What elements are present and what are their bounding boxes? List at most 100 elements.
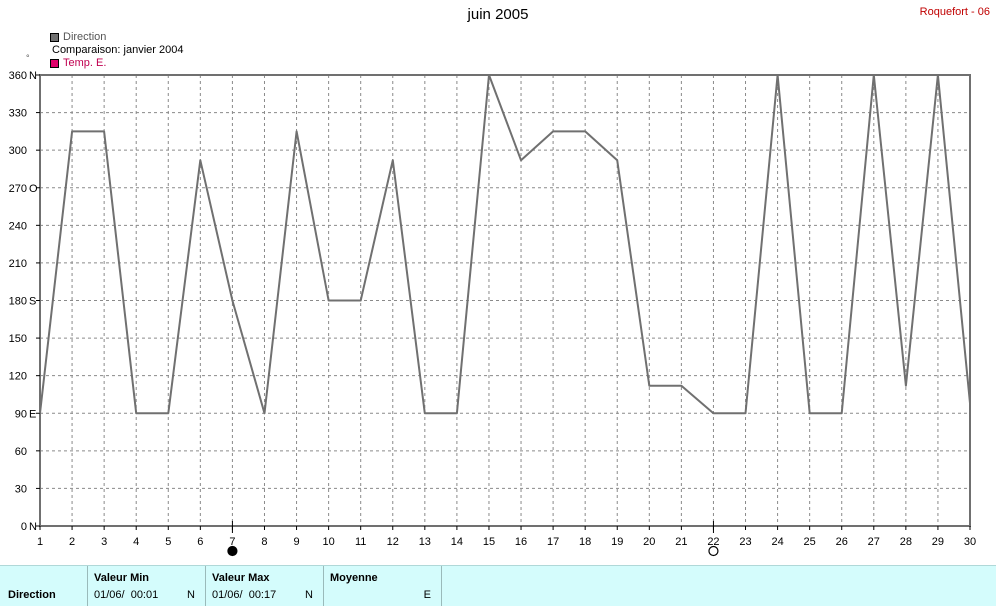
y-tick-label: 30	[15, 483, 27, 495]
legend-swatch-direction	[50, 33, 59, 42]
y-tick-label: 330	[9, 108, 27, 120]
data-point	[327, 299, 330, 302]
x-tick-label: 19	[611, 536, 623, 548]
x-tick-label: 29	[932, 536, 944, 548]
x-tick-label: 8	[261, 536, 267, 548]
data-point	[135, 412, 138, 415]
y-tick-direction: S	[29, 296, 36, 308]
data-point	[295, 130, 298, 133]
y-tick-label: 180	[9, 296, 27, 308]
chart-title: juin 2005	[467, 6, 529, 23]
data-point	[680, 384, 683, 387]
x-tick-label: 16	[515, 536, 527, 548]
stats-min-unit: N	[187, 589, 195, 601]
y-tick-direction: E	[29, 408, 36, 420]
x-tick-label: 13	[419, 536, 431, 548]
x-tick-label: 27	[868, 536, 880, 548]
y-tick-direction: N	[29, 521, 37, 533]
x-tick-label: 9	[293, 536, 299, 548]
x-tick-label: 12	[387, 536, 399, 548]
data-point	[199, 159, 202, 162]
stats-max-value: 01/06/ 00:17	[212, 589, 277, 601]
y-tick-label: 360	[9, 70, 27, 82]
data-point	[840, 412, 843, 415]
y-tick-label: 0	[21, 521, 27, 533]
x-tick-label: 22	[707, 536, 719, 548]
series-line-direction	[39, 74, 971, 415]
legend-item-comparison[interactable]: Comparaison: janvier 2004	[50, 44, 183, 57]
y-tick-label: 60	[15, 446, 27, 458]
x-tick-label: 6	[197, 536, 203, 548]
y-tick-label: 150	[9, 333, 27, 345]
data-point	[167, 412, 170, 415]
new-moon-icon	[708, 545, 719, 557]
x-tick-label: 20	[643, 536, 655, 548]
data-point	[904, 384, 907, 387]
x-tick-label: 10	[322, 536, 334, 548]
y-tick-label: 210	[9, 258, 27, 270]
data-point	[263, 412, 266, 415]
data-point	[391, 159, 394, 162]
x-tick-label: 3	[101, 536, 107, 548]
data-point	[39, 412, 42, 415]
x-tick-label: 5	[165, 536, 171, 548]
x-tick-label: 21	[675, 536, 687, 548]
station-name[interactable]: Roquefort - 06	[919, 6, 990, 18]
x-tick-label: 11	[355, 536, 366, 548]
data-point	[231, 299, 234, 302]
x-tick-label: 15	[483, 536, 495, 548]
stats-max-header: Valeur Max	[212, 572, 270, 584]
data-point	[808, 412, 811, 415]
y-tick-label: 120	[9, 371, 27, 383]
data-point	[776, 74, 779, 77]
data-point	[584, 130, 587, 133]
data-point	[520, 159, 523, 162]
data-point	[487, 74, 490, 77]
data-point	[936, 74, 939, 77]
x-tick-label: 24	[771, 536, 783, 548]
y-tick-label: 300	[9, 145, 27, 157]
data-point	[616, 159, 619, 162]
legend: Direction Comparaison: janvier 2004 Temp…	[50, 31, 183, 70]
y-tick-label: 240	[9, 220, 27, 232]
legend-item-temp[interactable]: Temp. E.	[50, 57, 183, 70]
x-tick-label: 30	[964, 536, 976, 548]
stats-avg-header: Moyenne	[330, 572, 378, 584]
x-tick-label: 17	[547, 536, 559, 548]
x-tick-label: 2	[69, 536, 75, 548]
x-tick-label: 18	[579, 536, 591, 548]
x-tick-label: 23	[739, 536, 751, 548]
data-point	[103, 130, 106, 133]
x-tick-label: 7	[229, 536, 235, 548]
legend-item-direction[interactable]: Direction	[50, 31, 183, 44]
y-tick-direction: O	[29, 183, 38, 195]
data-point	[744, 412, 747, 415]
stats-min-header: Valeur Min	[94, 572, 150, 584]
data-point	[648, 384, 651, 387]
data-point	[423, 412, 426, 415]
x-tick-label: 1	[37, 536, 43, 548]
stats-row-label-cell: Direction	[0, 566, 88, 606]
stats-min-cell: Valeur Min 01/06/ 00:01 N	[88, 566, 206, 606]
data-point	[455, 412, 458, 415]
degree-mark: °	[26, 53, 30, 63]
data-point	[71, 130, 74, 133]
stats-min-value: 01/06/ 00:01	[94, 589, 159, 601]
stats-avg-unit: E	[423, 589, 431, 601]
y-tick-label: 270	[9, 183, 27, 195]
data-point	[969, 402, 972, 405]
data-point	[552, 130, 555, 133]
legend-swatch-temp	[50, 59, 59, 68]
stats-avg-cell: Moyenne E	[324, 566, 442, 606]
stats-row-label: Direction	[8, 589, 56, 601]
stats-max-unit: N	[305, 589, 313, 601]
x-tick-label: 14	[451, 536, 463, 548]
x-tick-label: 4	[133, 536, 139, 548]
stats-max-cell: Valeur Max 01/06/ 00:17 N	[206, 566, 324, 606]
data-point	[872, 74, 875, 77]
legend-label-comparison: Comparaison: janvier 2004	[52, 44, 184, 56]
data-point	[712, 412, 715, 415]
y-tick-direction: N	[29, 70, 37, 82]
stats-footer: Direction Valeur Min 01/06/ 00:01 N Vale…	[0, 565, 996, 606]
